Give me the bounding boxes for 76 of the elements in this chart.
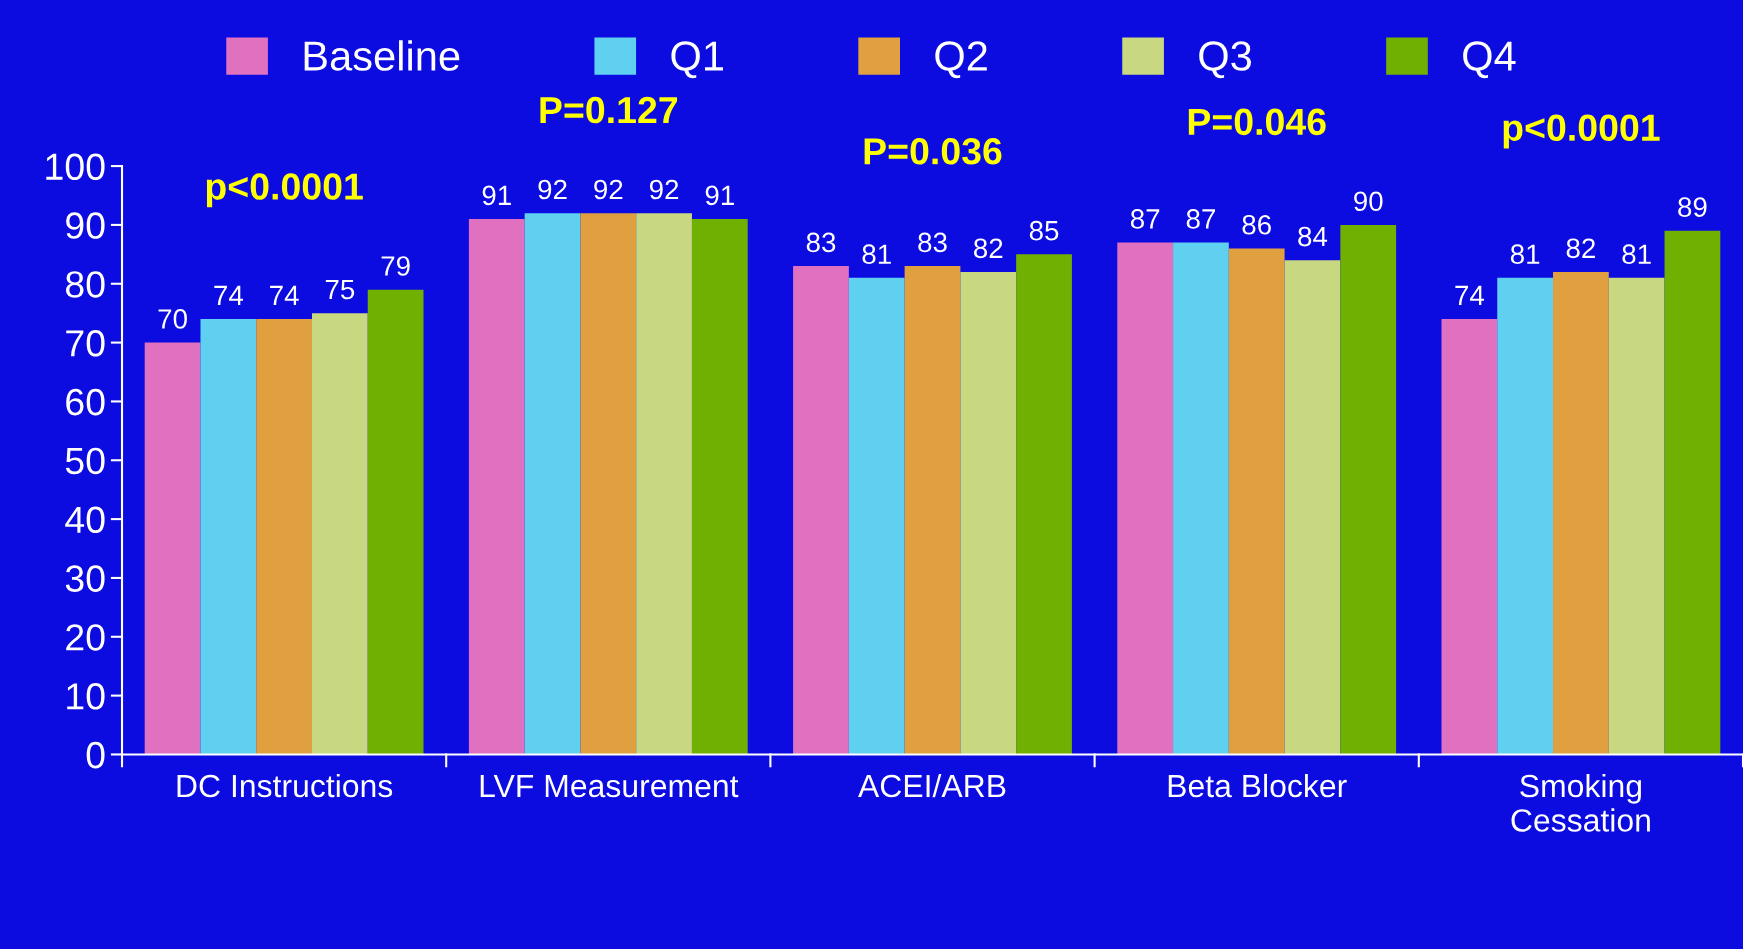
bar bbox=[1173, 242, 1229, 755]
legend-label: Baseline bbox=[304, 40, 460, 71]
data-label: 89 bbox=[1678, 197, 1707, 217]
data-label: 87 bbox=[1130, 209, 1160, 229]
y-tick-label: 20 bbox=[66, 624, 105, 651]
bar bbox=[960, 271, 1017, 755]
data-label: 83 bbox=[918, 232, 947, 253]
bar bbox=[1664, 230, 1721, 755]
data-label: 75 bbox=[325, 279, 355, 300]
bar bbox=[1228, 248, 1285, 755]
bar bbox=[144, 342, 201, 755]
data-label: 84 bbox=[1298, 226, 1328, 247]
bar bbox=[200, 319, 257, 755]
data-label: 86 bbox=[1242, 214, 1271, 235]
bar bbox=[367, 289, 424, 755]
bar bbox=[1340, 224, 1397, 755]
bar bbox=[691, 219, 748, 755]
bar bbox=[1117, 242, 1174, 755]
data-label: 85 bbox=[1029, 220, 1059, 241]
legend-label: Q2 bbox=[935, 41, 987, 79]
data-label: 70 bbox=[158, 309, 187, 329]
text: P=0.036 bbox=[864, 137, 1002, 165]
data-label: 87 bbox=[1186, 209, 1215, 229]
legend-label: Q4 bbox=[1463, 41, 1516, 79]
bar bbox=[1284, 260, 1341, 755]
bar bbox=[1016, 254, 1072, 755]
x-tick-label: Beta Blocker bbox=[1168, 773, 1347, 798]
data-label: 74 bbox=[1455, 285, 1485, 305]
data-label: 79 bbox=[381, 256, 410, 276]
bar bbox=[580, 213, 637, 755]
bar bbox=[524, 213, 581, 755]
bar bbox=[848, 277, 905, 755]
text: P=0.046 bbox=[1188, 108, 1326, 136]
y-tick-label: 90 bbox=[66, 212, 105, 239]
x-tick-label: ACEI/ARB bbox=[858, 773, 1006, 798]
data-label: 91 bbox=[482, 185, 511, 206]
bar bbox=[1553, 271, 1609, 755]
data-label: 82 bbox=[1566, 238, 1595, 259]
bar bbox=[904, 266, 961, 755]
x-tick-label: Smoking Cessation bbox=[1511, 773, 1650, 832]
x-tick-label: LVF Measurement bbox=[480, 775, 739, 798]
bar bbox=[468, 219, 525, 755]
data-label: 74 bbox=[270, 285, 299, 305]
y-tick-label: 30 bbox=[65, 565, 105, 592]
bar bbox=[636, 213, 692, 755]
data-label: 92 bbox=[649, 179, 679, 200]
data-label: 81 bbox=[1622, 244, 1651, 265]
y-tick-label: 80 bbox=[65, 271, 105, 298]
data-label: 81 bbox=[862, 244, 891, 265]
annotation: p<0.0001 bbox=[206, 173, 363, 208]
bar bbox=[256, 319, 312, 755]
data-label: 83 bbox=[806, 232, 836, 253]
bar bbox=[1441, 319, 1498, 755]
y-tick-label: 50 bbox=[65, 447, 105, 475]
y-tick-label: 40 bbox=[65, 506, 105, 534]
bar bbox=[1608, 277, 1665, 755]
legend-label: Q3 bbox=[1199, 41, 1251, 79]
x-tick-label: DC Instructions bbox=[177, 773, 393, 798]
text: p<0.0001 bbox=[1503, 114, 1660, 149]
bar bbox=[311, 313, 368, 755]
data-label: 92 bbox=[594, 179, 623, 200]
y-tick-label: 70 bbox=[66, 329, 105, 357]
data-label: 90 bbox=[1354, 191, 1383, 212]
data-label: 91 bbox=[705, 185, 734, 206]
y-tick-label: 0 bbox=[86, 741, 105, 769]
y-tick-label: 60 bbox=[66, 388, 105, 416]
text: P=0.127 bbox=[540, 96, 678, 124]
bar bbox=[793, 266, 849, 755]
legend-label: Q1 bbox=[671, 41, 723, 79]
data-label: 74 bbox=[214, 285, 243, 305]
data-label: 82 bbox=[974, 238, 1003, 259]
y-tick-label: 10 bbox=[67, 683, 105, 710]
y-tick-label: 100 bbox=[46, 153, 105, 181]
bar bbox=[1497, 277, 1554, 755]
data-label: 92 bbox=[538, 179, 567, 200]
data-label: 81 bbox=[1510, 244, 1540, 265]
